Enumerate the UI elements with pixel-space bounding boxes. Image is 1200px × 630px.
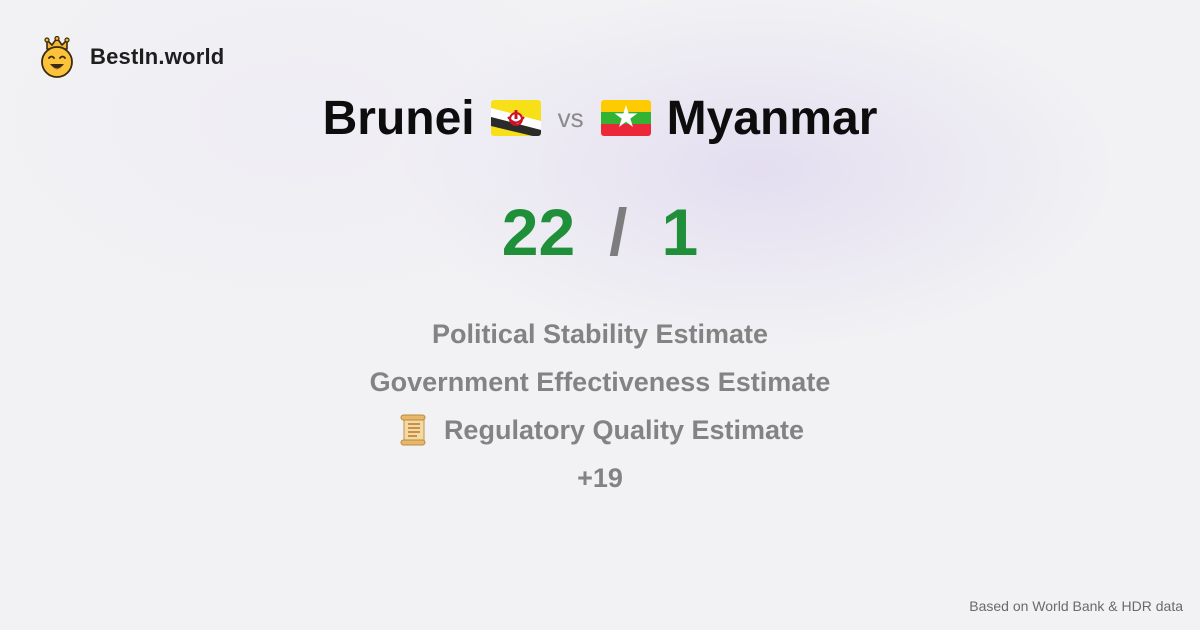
right-country-name[interactable]: Myanmar (666, 91, 878, 145)
data-source-note: Based on World Bank & HDR data (969, 598, 1183, 614)
left-score: 22 (501, 195, 576, 269)
crowned-smiley-icon (41, 36, 73, 78)
brand-logo[interactable]: BestIn.world (38, 36, 224, 78)
vs-label: vs (557, 102, 584, 133)
metric-item: Regulatory Quality Estimate (0, 406, 1200, 454)
comparison-title: Brunei vs Myanmar (0, 86, 1200, 150)
metric-item: Government Effectiveness Estimate (0, 358, 1200, 406)
metric-label: Regulatory Quality Estimate (443, 414, 805, 445)
more-metrics-count[interactable]: +19 (577, 462, 623, 493)
metric-item: Political Stability Estimate (0, 310, 1200, 358)
metric-label: Political Stability Estimate (431, 318, 769, 349)
score-display: 22 / 1 (0, 194, 1200, 270)
right-score: 1 (661, 195, 699, 269)
metrics-list: Political Stability Estimate Government … (0, 310, 1200, 502)
brand-name: BestIn.world (90, 44, 225, 69)
metric-label: Government Effectiveness Estimate (369, 366, 831, 397)
brunei-flag-icon (490, 100, 541, 136)
scroll-icon (400, 414, 426, 446)
left-country-name[interactable]: Brunei (322, 91, 475, 145)
myanmar-flag-icon (600, 100, 651, 136)
score-separator: / (609, 195, 628, 269)
